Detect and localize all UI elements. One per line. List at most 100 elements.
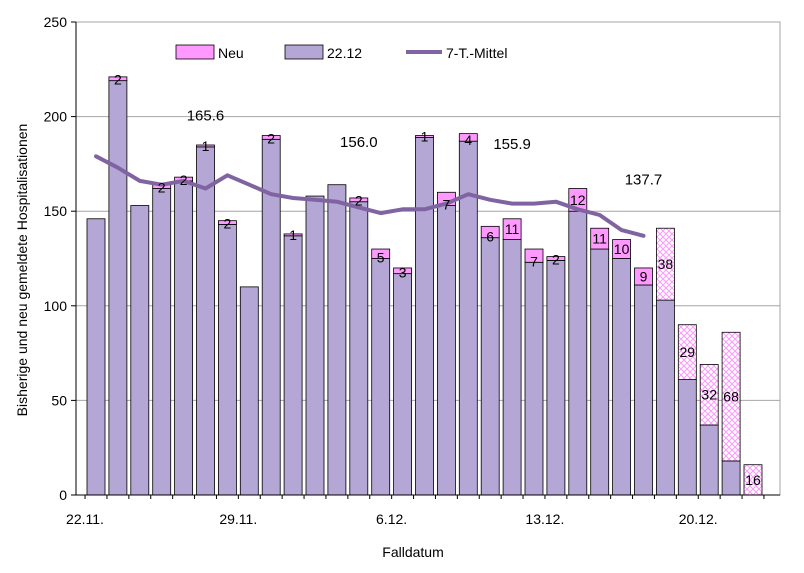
bar-label-9: 1 [289, 227, 297, 243]
average-annotation-0: 165.6 [187, 107, 225, 124]
legend-swatch-22-12 [284, 44, 324, 60]
bar-label-13: 5 [377, 250, 385, 266]
y-tick-label-200: 200 [44, 109, 68, 125]
axes [71, 21, 780, 499]
bar-new-29 [721, 331, 741, 462]
bar-new-13 [371, 248, 391, 259]
y-tick-label-0: 0 [59, 487, 67, 503]
bar-label-22: 12 [570, 192, 586, 208]
bar-base-24 [612, 258, 631, 496]
bar-new-21 [546, 256, 566, 261]
bar-new-26 [656, 227, 675, 301]
bar-base-7 [239, 286, 259, 496]
bar-label-20: 7 [530, 253, 538, 269]
y-tick-label-250: 250 [44, 14, 68, 30]
bar-base-23 [590, 248, 610, 496]
bar-label-12: 2 [355, 193, 363, 209]
bar-base-6 [217, 224, 237, 496]
bar-label-14: 3 [399, 265, 407, 281]
bar-label-6: 2 [224, 215, 232, 231]
bar-new-25 [634, 267, 653, 286]
legend-label-neu: Neu [218, 45, 244, 61]
bar-label-15: 1 [421, 128, 429, 144]
bar-new-14 [393, 267, 413, 275]
bar-label-28: 32 [701, 387, 717, 403]
bar-new-6 [217, 220, 237, 225]
y-axis-title: Bisherige und neu gemeldete Hospitalisat… [14, 124, 30, 417]
bar-base-26 [656, 299, 675, 496]
bar-base-20 [524, 261, 544, 496]
y-tick-label-150: 150 [44, 203, 68, 219]
bar-base-22 [568, 210, 588, 496]
bar-new-12 [349, 197, 369, 203]
bar-new-24 [612, 239, 631, 259]
y-tick-label-50: 50 [51, 392, 67, 408]
bars [86, 76, 763, 496]
bar-new-28 [699, 364, 719, 426]
bar-base-25 [634, 284, 653, 496]
bar-label-17: 4 [464, 132, 472, 148]
bar-base-29 [721, 460, 741, 496]
y-tick-label-100: 100 [44, 298, 68, 314]
x-tick-label-14: 6.12. [376, 511, 407, 527]
legend: Neu 22.12 7-T.-Mittel [175, 44, 507, 61]
bar-base-15 [415, 137, 434, 496]
bar-base-1 [108, 80, 128, 496]
bar-base-0 [86, 218, 106, 496]
bar-label-1: 2 [114, 72, 122, 88]
x-tick-label-21: 13.12. [525, 511, 564, 527]
legend-swatch-neu [175, 44, 215, 60]
bar-base-12 [349, 201, 369, 496]
average-annotation-1: 156.0 [340, 134, 378, 151]
legend-label-22-12: 22.12 [327, 45, 362, 61]
bar-new-19 [502, 218, 522, 240]
bar-base-18 [480, 237, 500, 496]
bar-base-13 [371, 258, 391, 496]
bar-base-2 [130, 205, 150, 496]
bar-new-5 [196, 144, 215, 148]
bar-label-4: 2 [180, 172, 188, 188]
bar-base-11 [327, 184, 347, 496]
bar-base-27 [677, 379, 697, 496]
bar-new-17 [458, 133, 478, 142]
bar-base-19 [502, 239, 522, 496]
y-tick-labels: 0 50 100 150 200 250 [44, 14, 68, 503]
bar-new-20 [524, 248, 544, 263]
bar-base-4 [174, 180, 194, 496]
bar-label-16: 7 [443, 197, 451, 213]
moving-average-polyline [94, 154, 646, 238]
bar-label-3: 2 [158, 179, 166, 195]
bar-label-25: 9 [640, 268, 648, 284]
bar-base-5 [196, 146, 215, 496]
bar-label-5: 1 [202, 138, 210, 154]
bar-label-23: 11 [592, 231, 607, 247]
bar-new-27 [677, 324, 697, 380]
bar-base-28 [699, 424, 719, 496]
x-tick-label-7: 29.11. [219, 511, 257, 527]
bar-new-9 [283, 233, 303, 237]
bar-label-30: 16 [745, 472, 761, 488]
moving-average-line [94, 154, 646, 238]
bar-base-21 [546, 259, 566, 496]
bar-base-3 [152, 188, 172, 496]
average-annotations: 165.6 156.0 155.9 137.7 [187, 107, 663, 188]
x-tick-label-0: 22.11. [66, 511, 104, 527]
bar-new-8 [261, 135, 281, 140]
bar-label-8: 2 [267, 130, 275, 146]
x-tick-label-28: 20.12. [679, 511, 718, 527]
bar-base-16 [436, 205, 456, 496]
bar-new-15 [415, 135, 434, 138]
bar-label-19: 11 [505, 221, 520, 237]
average-annotation-2: 155.9 [493, 136, 531, 153]
bar-label-27: 29 [680, 344, 696, 360]
bar-base-10 [305, 195, 325, 496]
bar-label-24: 10 [614, 241, 630, 257]
bar-new-18 [480, 225, 500, 239]
bar-label-29: 68 [723, 389, 739, 405]
bar-base-14 [393, 273, 413, 496]
bar-new-23 [590, 227, 610, 250]
bar-label-18: 6 [486, 229, 494, 245]
bar-new-1 [108, 76, 128, 82]
x-tick-labels: 22.11. 29.11. 6.12. 13.12. 20.12. [66, 511, 718, 527]
